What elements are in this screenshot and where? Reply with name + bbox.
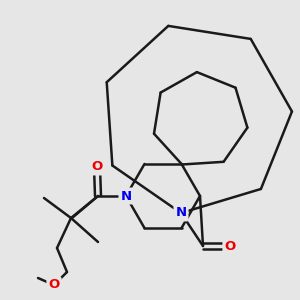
Text: O: O [224,239,236,253]
Text: O: O [48,278,60,292]
Text: O: O [92,160,103,173]
Text: N: N [120,190,132,202]
Text: N: N [176,206,187,220]
